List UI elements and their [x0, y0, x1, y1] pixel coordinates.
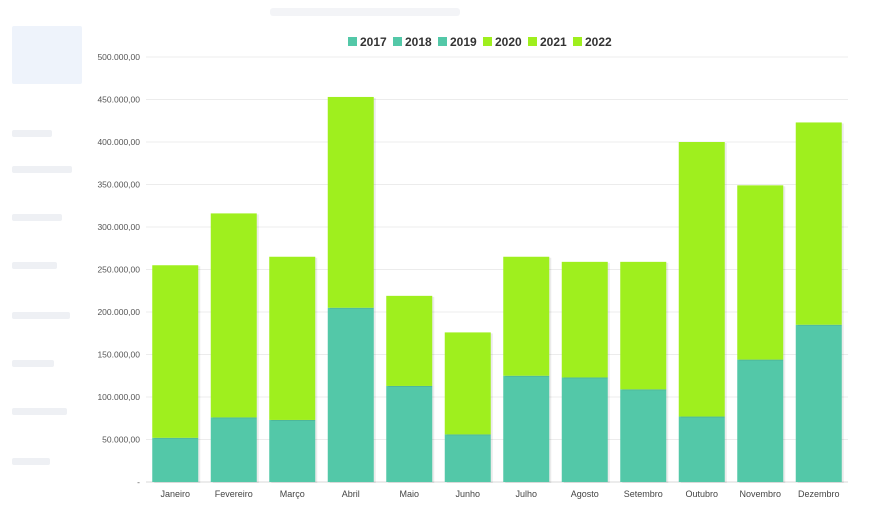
background-sidebar-line: [12, 360, 54, 367]
x-category-label: Outubro: [685, 489, 718, 499]
bar-segment-2020: [152, 265, 199, 438]
bar-segment-2019: [620, 389, 667, 482]
legend-label: 2022: [585, 35, 612, 49]
y-tick-label: 250.000,00: [97, 265, 140, 275]
stacked-bar-chart: - 50.000,00 100.000,00 150.000,00 200.000,00…: [97, 35, 848, 499]
bar-segment-2019: [737, 359, 784, 482]
background-sidebar-line: [12, 408, 67, 415]
bars: [152, 96, 844, 483]
y-tick-label: 300.000,00: [97, 222, 140, 232]
bar-segment-2019: [269, 419, 316, 482]
bar-segment-2020: [269, 256, 316, 420]
y-tick-label: 100.000,00: [97, 392, 140, 402]
bar-segment-2020: [386, 295, 433, 386]
legend-label: 2021: [540, 35, 567, 49]
x-category-label: Março: [280, 489, 305, 499]
x-category-label: Abril: [342, 489, 360, 499]
legend-label: 2019: [450, 35, 477, 49]
bar-segment-2019: [444, 434, 491, 482]
x-axis-categories: Janeiro Fevereiro Março Abril Maio Junho Julho…: [160, 489, 839, 499]
background-sidebar-line: [12, 130, 52, 137]
bar-segment-2019: [386, 385, 433, 482]
y-tick-label: 200.000,00: [97, 307, 140, 317]
bar-segment-2020: [561, 261, 608, 378]
bar-segment-2020: [444, 332, 491, 435]
legend: 2017 2018 2019 2020 2021 2022: [348, 35, 612, 49]
background-sidebar-line: [12, 166, 72, 173]
legend-label: 2018: [405, 35, 432, 49]
legend-swatch: [483, 37, 492, 46]
legend-label: 2020: [495, 35, 522, 49]
x-category-label: Junho: [455, 489, 480, 499]
background-sidebar: [0, 0, 86, 518]
background-header: [270, 8, 460, 16]
bar-segment-2020: [620, 261, 667, 390]
chart-card: - 50.000,00 100.000,00 150.000,00 200.000,00…: [86, 22, 856, 514]
bar-segment-2019: [795, 324, 842, 482]
background-sidebar-panel: [12, 26, 82, 84]
y-axis-ticks: - 50.000,00 100.000,00 150.000,00 200.000,00…: [97, 52, 140, 487]
legend-label: 2017: [360, 35, 387, 49]
bar-segment-2020: [210, 213, 257, 418]
y-tick-label: -: [137, 477, 140, 487]
legend-swatch: [573, 37, 582, 46]
bar-segment-2020: [503, 256, 550, 376]
x-category-label: Julho: [515, 489, 537, 499]
background-sidebar-line: [12, 458, 50, 465]
bar-segment-2019: [152, 437, 199, 482]
background-sidebar-line: [12, 312, 70, 319]
legend-swatch: [393, 37, 402, 46]
bar-segment-2020: [795, 122, 842, 325]
bar-segment-2019: [327, 307, 374, 482]
y-tick-label: 500.000,00: [97, 52, 140, 62]
legend-swatch: [438, 37, 447, 46]
bar-segment-2020: [327, 96, 374, 308]
background-sidebar-line: [12, 262, 57, 269]
x-category-label: Janeiro: [160, 489, 190, 499]
bar-segment-2020: [737, 185, 784, 360]
bar-segment-2020: [678, 142, 725, 417]
bar-segment-2019: [678, 416, 725, 482]
x-category-label: Novembro: [739, 489, 781, 499]
x-category-label: Maio: [399, 489, 419, 499]
y-tick-label: 450.000,00: [97, 95, 140, 105]
legend-swatch: [348, 37, 357, 46]
bar-segment-2019: [561, 377, 608, 482]
y-tick-label: 50.000,00: [102, 435, 140, 445]
x-category-label: Fevereiro: [215, 489, 253, 499]
y-tick-label: 150.000,00: [97, 350, 140, 360]
x-category-label: Dezembro: [798, 489, 840, 499]
bar-segment-2019: [503, 375, 550, 482]
background-sidebar-line: [12, 214, 62, 221]
x-category-label: Setembro: [624, 489, 663, 499]
grid-lines: [146, 56, 848, 483]
x-category-label: Agosto: [571, 489, 599, 499]
y-tick-label: 350.000,00: [97, 180, 140, 190]
y-tick-label: 400.000,00: [97, 137, 140, 147]
legend-swatch: [528, 37, 537, 46]
bar-segment-2019: [210, 417, 257, 482]
